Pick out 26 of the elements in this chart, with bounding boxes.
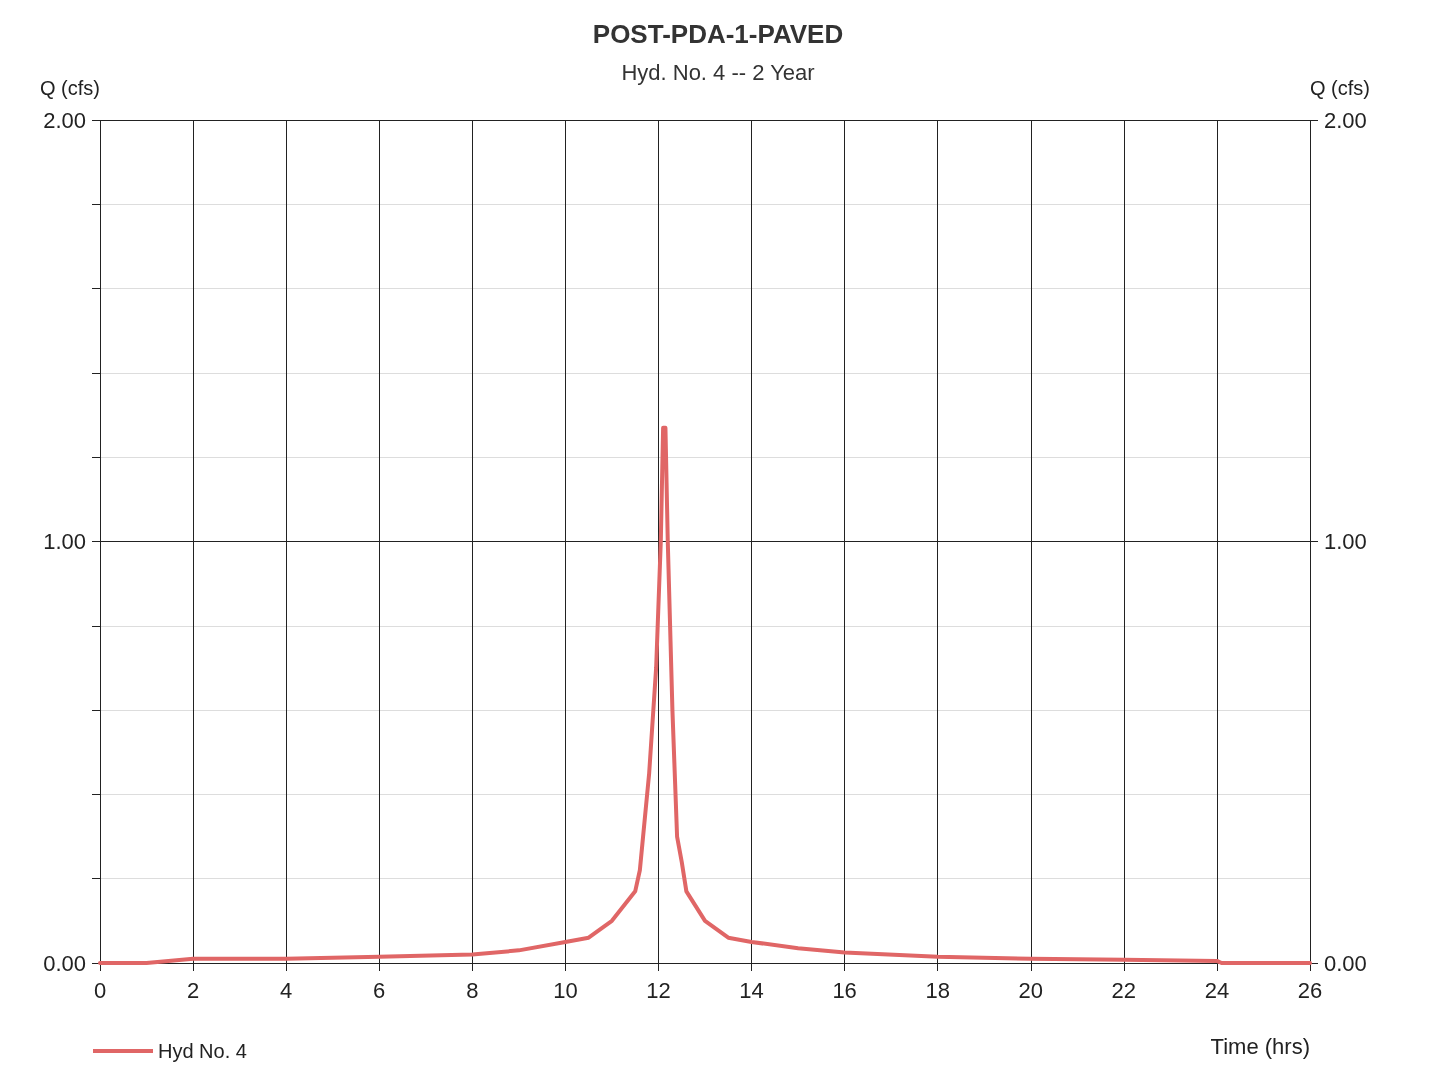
x-axis-title: Time (hrs): [1210, 1033, 1310, 1059]
y2-tick-label: 0.00: [1324, 950, 1367, 976]
x-tick-label: 26: [1297, 977, 1323, 1003]
x-tick-label: 24: [1204, 977, 1230, 1003]
x-tick-label: 18: [925, 977, 950, 1003]
chart-subtitle: Hyd. No. 4 -- 2 Year: [621, 59, 815, 85]
y-axis-title: Q (cfs): [40, 77, 100, 99]
y-tick-label: 0.00: [43, 950, 86, 976]
y2-axis-title: Q (cfs): [1310, 77, 1370, 99]
x-tick-label: 2: [186, 977, 200, 1003]
x-tick-label: 0: [93, 977, 107, 1003]
x-tick-label: 6: [373, 977, 386, 1003]
x-tick-label: 16: [832, 977, 857, 1003]
y-tick-label: 1.00: [43, 529, 86, 554]
chart-title: POST-PDA-1-PAVED: [592, 19, 844, 49]
x-tick-label: 4: [280, 977, 293, 1003]
x-tick-label: 12: [646, 977, 671, 1003]
legend-label: Hyd No. 4: [158, 1040, 247, 1062]
x-tick-label: 20: [1018, 977, 1044, 1003]
x-tick-label: 8: [466, 977, 479, 1003]
x-tick-label: 22: [1111, 977, 1137, 1003]
y2-tick-label: 2.00: [1324, 107, 1367, 133]
x-tick-label: 14: [739, 977, 764, 1003]
y-tick-label: 2.00: [43, 107, 86, 133]
x-tick-label: 10: [553, 977, 578, 1003]
y2-tick-label: 1.00: [1324, 529, 1367, 554]
